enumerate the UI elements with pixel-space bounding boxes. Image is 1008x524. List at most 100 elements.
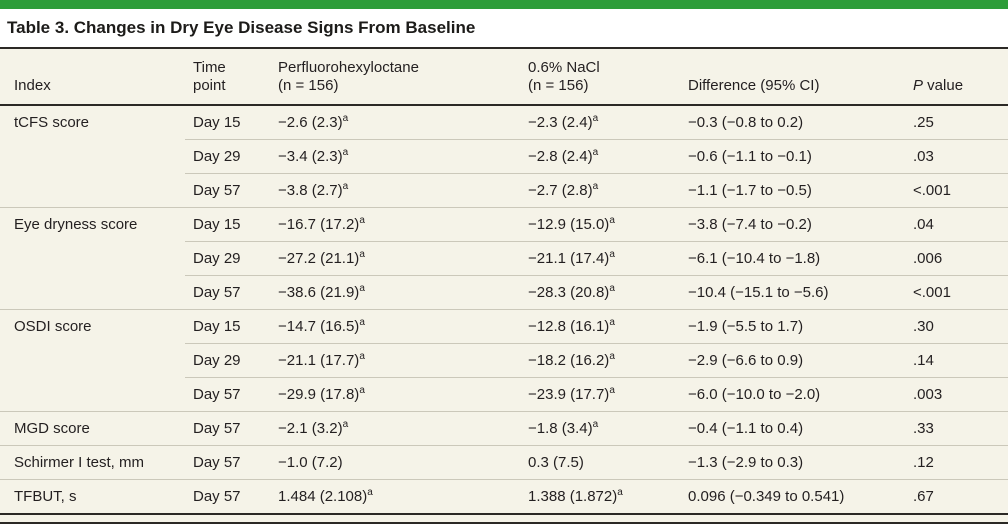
cell-control: −12.9 (15.0)a — [520, 207, 680, 242]
header-row: Index Time point Perfluorohexyloctane (n… — [0, 49, 1008, 106]
table-row: Day 29 −27.2 (21.1)a −21.1 (17.4)a −6.1 … — [0, 241, 1008, 276]
cell-timepoint: Day 29 — [185, 241, 270, 276]
cell-difference: −1.9 (−5.5 to 1.7) — [680, 309, 905, 344]
cell-drug: −38.6 (21.9)a — [270, 275, 520, 310]
cell-control: −23.9 (17.7)a — [520, 377, 680, 412]
col-header-difference-label: Difference (95% CI) — [688, 77, 820, 94]
footnote-marker: a — [609, 317, 615, 328]
table-row: Day 57 −29.9 (17.8)a −23.9 (17.7)a −6.0 … — [0, 377, 1008, 412]
cell-timepoint: Day 29 — [185, 343, 270, 378]
cell-difference: −6.1 (−10.4 to −1.8) — [680, 241, 905, 276]
cell-drug-value: −16.7 (17.2) — [278, 216, 360, 233]
cell-drug-value: 1.484 (2.108) — [278, 488, 368, 505]
cell-difference: −0.6 (−1.1 to −0.1) — [680, 139, 905, 174]
cell-timepoint: Day 15 — [185, 104, 270, 140]
cell-pvalue: .04 — [905, 207, 1008, 242]
cell-pvalue: .33 — [905, 411, 1008, 446]
accent-bar — [0, 0, 1008, 9]
cell-control: −12.8 (16.1)a — [520, 309, 680, 344]
cell-difference: −0.4 (−1.1 to 0.4) — [680, 411, 905, 446]
footnote-marker: a — [359, 317, 365, 328]
cell-drug: −1.0 (7.2) — [270, 445, 520, 480]
cell-timepoint: Day 57 — [185, 479, 270, 515]
cell-control: −2.7 (2.8)a — [520, 173, 680, 208]
cell-pvalue: .30 — [905, 309, 1008, 344]
cell-timepoint: Day 57 — [185, 275, 270, 310]
cell-index: OSDI score — [0, 309, 185, 412]
col-header-drug-line2: (n = 156) — [278, 77, 339, 94]
cell-index: MGD score — [0, 411, 185, 446]
table-row: Day 57 −38.6 (21.9)a −28.3 (20.8)a −10.4… — [0, 275, 1008, 310]
table-row: tCFS score Day 15 −2.6 (2.3)a −2.3 (2.4)… — [0, 104, 1008, 208]
table-row: Schirmer I test, mm Day 57 −1.0 (7.2) 0.… — [0, 445, 1008, 480]
cell-timepoint: Day 29 — [185, 139, 270, 174]
cell-control: −2.3 (2.4)a — [520, 104, 680, 140]
cell-difference: −2.9 (−6.6 to 0.9) — [680, 343, 905, 378]
footnote-marker: a — [609, 385, 615, 396]
cell-index: Eye dryness score — [0, 207, 185, 310]
col-header-index: Index — [0, 49, 185, 106]
col-header-pvalue-label: P value — [913, 77, 1000, 95]
cell-drug: −3.8 (2.7)a — [270, 173, 520, 208]
cell-difference: −10.4 (−15.1 to −5.6) — [680, 275, 905, 310]
cell-drug-value: −29.9 (17.8) — [278, 386, 360, 403]
col-header-timepoint-line1: Time — [193, 59, 226, 76]
col-header-control: 0.6% NaCl (n = 156) — [520, 49, 680, 106]
cell-timepoint: Day 15 — [185, 207, 270, 242]
footnote-marker: a — [592, 419, 599, 430]
cell-control-value: −2.7 (2.8) — [528, 182, 593, 199]
cell-pvalue: .67 — [905, 479, 1008, 515]
cell-difference: −1.1 (−1.7 to −0.5) — [680, 173, 905, 208]
cell-drug-value: −21.1 (17.7) — [278, 352, 360, 369]
pvalue-rest: value — [923, 77, 964, 94]
col-header-control-line2: (n = 156) — [528, 77, 589, 94]
col-header-difference: Difference (95% CI) — [680, 49, 905, 106]
footnote-marker: a — [342, 113, 349, 124]
col-header-index-label: Index — [14, 77, 51, 94]
cell-drug-value: −27.2 (21.1) — [278, 250, 360, 267]
footnote-marker: a — [342, 419, 349, 430]
footnote-marker: a — [342, 147, 349, 158]
cell-control: −2.8 (2.4)a — [520, 139, 680, 174]
cell-drug-value: −14.7 (16.5) — [278, 318, 360, 335]
cell-pvalue: .003 — [905, 377, 1008, 412]
cell-drug: −29.9 (17.8)a — [270, 377, 520, 412]
cell-difference: −0.3 (−0.8 to 0.2) — [680, 104, 905, 140]
results-table: Index Time point Perfluorohexyloctane (n… — [0, 49, 1008, 515]
cell-drug-value: −3.4 (2.3) — [278, 148, 343, 165]
footnote-marker: a — [359, 215, 365, 226]
cell-control-value: −2.8 (2.4) — [528, 148, 593, 165]
cell-drug-value: −1.0 (7.2) — [278, 454, 343, 471]
table-row: MGD score Day 57 −2.1 (3.2)a −1.8 (3.4)a… — [0, 411, 1008, 446]
cell-difference: −6.0 (−10.0 to −2.0) — [680, 377, 905, 412]
cell-timepoint: Day 57 — [185, 377, 270, 412]
cell-drug: 1.484 (2.108)a — [270, 479, 520, 515]
cell-control: −18.2 (16.2)a — [520, 343, 680, 378]
table-row: Eye dryness score Day 15 −16.7 (17.2)a −… — [0, 207, 1008, 310]
cell-drug: −2.6 (2.3)a — [270, 104, 520, 140]
col-header-drug: Perfluorohexyloctane (n = 156) — [270, 49, 520, 106]
cell-drug: −27.2 (21.1)a — [270, 241, 520, 276]
cell-index: tCFS score — [0, 104, 185, 208]
footnote-marker: a — [359, 283, 365, 294]
cell-pvalue: .14 — [905, 343, 1008, 378]
cell-drug: −16.7 (17.2)a — [270, 207, 520, 242]
footnote-marker: a — [367, 487, 373, 498]
table-row: TFBUT, s Day 57 1.484 (2.108)a 1.388 (1.… — [0, 479, 1008, 515]
cell-control: −28.3 (20.8)a — [520, 275, 680, 310]
footnote-marker: a — [359, 249, 365, 260]
cell-timepoint: Day 57 — [185, 173, 270, 208]
cell-difference: 0.096 (−0.349 to 0.541) — [680, 479, 905, 515]
cell-drug: −14.7 (16.5)a — [270, 309, 520, 344]
cell-difference: −1.3 (−2.9 to 0.3) — [680, 445, 905, 480]
footnote-marker: a — [617, 487, 623, 498]
col-header-drug-line1: Perfluorohexyloctane — [278, 59, 419, 76]
footnote-marker: a — [609, 351, 615, 362]
cell-drug-value: −3.8 (2.7) — [278, 182, 343, 199]
cell-control-value: −12.8 (16.1) — [528, 318, 610, 335]
col-header-pvalue: P value — [905, 49, 1008, 106]
cell-control-value: −18.2 (16.2) — [528, 352, 610, 369]
table-title: Table 3. Changes in Dry Eye Disease Sign… — [0, 9, 1008, 49]
cell-control-value: 1.388 (1.872) — [528, 488, 618, 505]
table-row: Day 29 −21.1 (17.7) a −18.2 (16.2)a −2.9 … — [0, 343, 1008, 378]
